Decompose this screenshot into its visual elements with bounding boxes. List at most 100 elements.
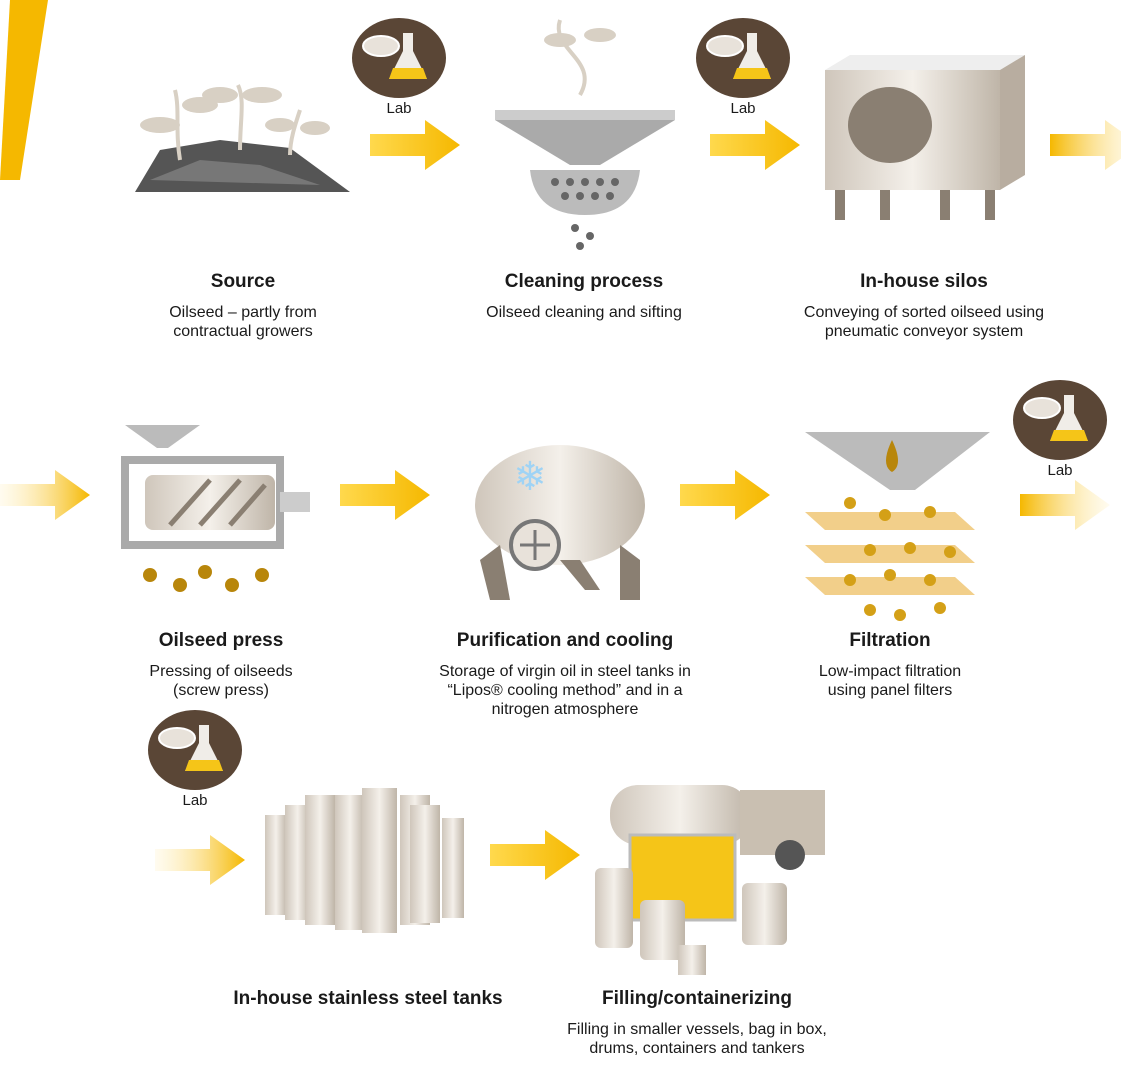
illustration-shape [362,788,397,933]
flow-arrow [340,470,430,520]
flow-arrow [155,835,245,885]
lab-badge: Lab [1013,380,1107,479]
illustration-shape [884,569,896,581]
illustration-shape [596,178,604,186]
diagram: ❄ SourceOilseed – partly fromcontractual… [0,0,1121,1070]
illustration-shape [225,578,239,592]
illustration-shape [255,568,269,582]
illustration-shape [940,190,950,220]
lab-label: Lab [182,792,207,809]
illustration-shape [894,609,906,621]
illustration-shape [848,87,932,163]
illustration-shape [934,602,946,614]
illustration-shape [143,568,157,582]
illustration-shape [551,178,559,186]
lab-badge: Lab [696,18,790,117]
lab-oil [733,68,771,79]
illustration-shape [280,492,310,512]
illustration-shape [584,28,616,42]
illustration-shape [1000,55,1025,190]
illustration-shape [835,190,845,220]
lab-label: Lab [1047,462,1072,479]
illustration-shape [576,242,584,250]
step-description: Oilseed cleaning and sifting [486,304,682,321]
lab-badge: Lab [352,18,446,117]
illustration-shape [571,224,579,232]
illustration-shape [904,542,916,554]
illustration-shape [442,818,464,918]
flow-arrow [0,470,90,520]
decoration: ❄ [0,0,1121,975]
step-title: In-house stainless steel tanks [233,988,502,1009]
illustration-shape [173,578,187,592]
lab-dish [1024,398,1060,418]
illustration-shape [242,87,282,103]
illustration-shape [844,574,856,586]
illustration-shape [591,192,599,200]
lab-oil [389,68,427,79]
illustration-shape [561,192,569,200]
illustration-shape [678,945,706,975]
flow-arrow [710,120,800,170]
lab-dish [159,728,195,748]
illustration-shape [844,497,856,509]
illustration-shape [864,604,876,616]
lab-label: Lab [386,100,411,117]
illustration-shape [300,121,330,135]
step-description: (screw press) [173,682,269,699]
illustration-shape [495,120,675,165]
step-description: using panel filters [828,682,953,699]
illustration-shape [586,232,594,240]
illustration-shape [606,192,614,200]
step-description: drums, containers and tankers [589,1040,804,1057]
step-description: “Lipos® cooling method” and in a [447,682,682,699]
illustration-shape [143,565,269,592]
illustration-shape [140,117,180,133]
lab-badge: Lab [148,710,242,809]
step-description: Filling in smaller vessels, bag in box, [567,1021,827,1038]
step-title: Purification and cooling [457,630,673,651]
lab-oil [185,760,223,771]
illustration-shape [879,509,891,521]
lab-label: Lab [730,100,755,117]
illustration-shape [595,868,633,948]
illustration-shape [544,33,576,47]
illustration-shape [985,190,995,220]
flow-arrow [1020,480,1110,530]
illustration-shape [305,795,335,925]
step-description: pneumatic conveyor system [825,323,1023,340]
illustration-shape [559,20,585,95]
step-title: Oilseed press [159,630,284,651]
flow-arrow [1050,120,1121,170]
illustration-shape [410,805,440,923]
illustration-shape [265,788,464,933]
step-description: Low-impact filtration [819,663,961,680]
step-description: Storage of virgin oil in steel tanks in [439,663,691,680]
lab-dish [707,36,743,56]
illustration-shape [944,546,956,558]
illustration-shape [566,178,574,186]
step-description: Oilseed – partly from [169,304,317,321]
illustration-shape [924,506,936,518]
illustration-shape [560,560,600,590]
illustration-shape [202,87,238,103]
illustration-shape [620,545,640,600]
illustration-shape [611,178,619,186]
illustration-shape: ❄ [513,455,547,499]
lab-dish [363,36,399,56]
step-title: In-house silos [860,271,988,292]
flow-arrow [680,470,770,520]
flow-arrow [490,830,580,880]
lab-badge-bg [1013,380,1107,460]
illustration-shape [198,565,212,579]
illustration-shape [125,425,200,448]
step-description: Conveying of sorted oilseed using [804,304,1044,321]
step-description: Pressing of oilseeds [149,663,292,680]
body: ❄ SourceOilseed – partly fromcontractual… [0,0,1121,1070]
illustration-shape [775,840,805,870]
illustration-shape [495,110,675,120]
illustration-shape [265,815,287,915]
step-description: contractual growers [173,323,313,340]
step-title: Cleaning process [505,271,663,292]
step-title: Filtration [849,630,930,651]
